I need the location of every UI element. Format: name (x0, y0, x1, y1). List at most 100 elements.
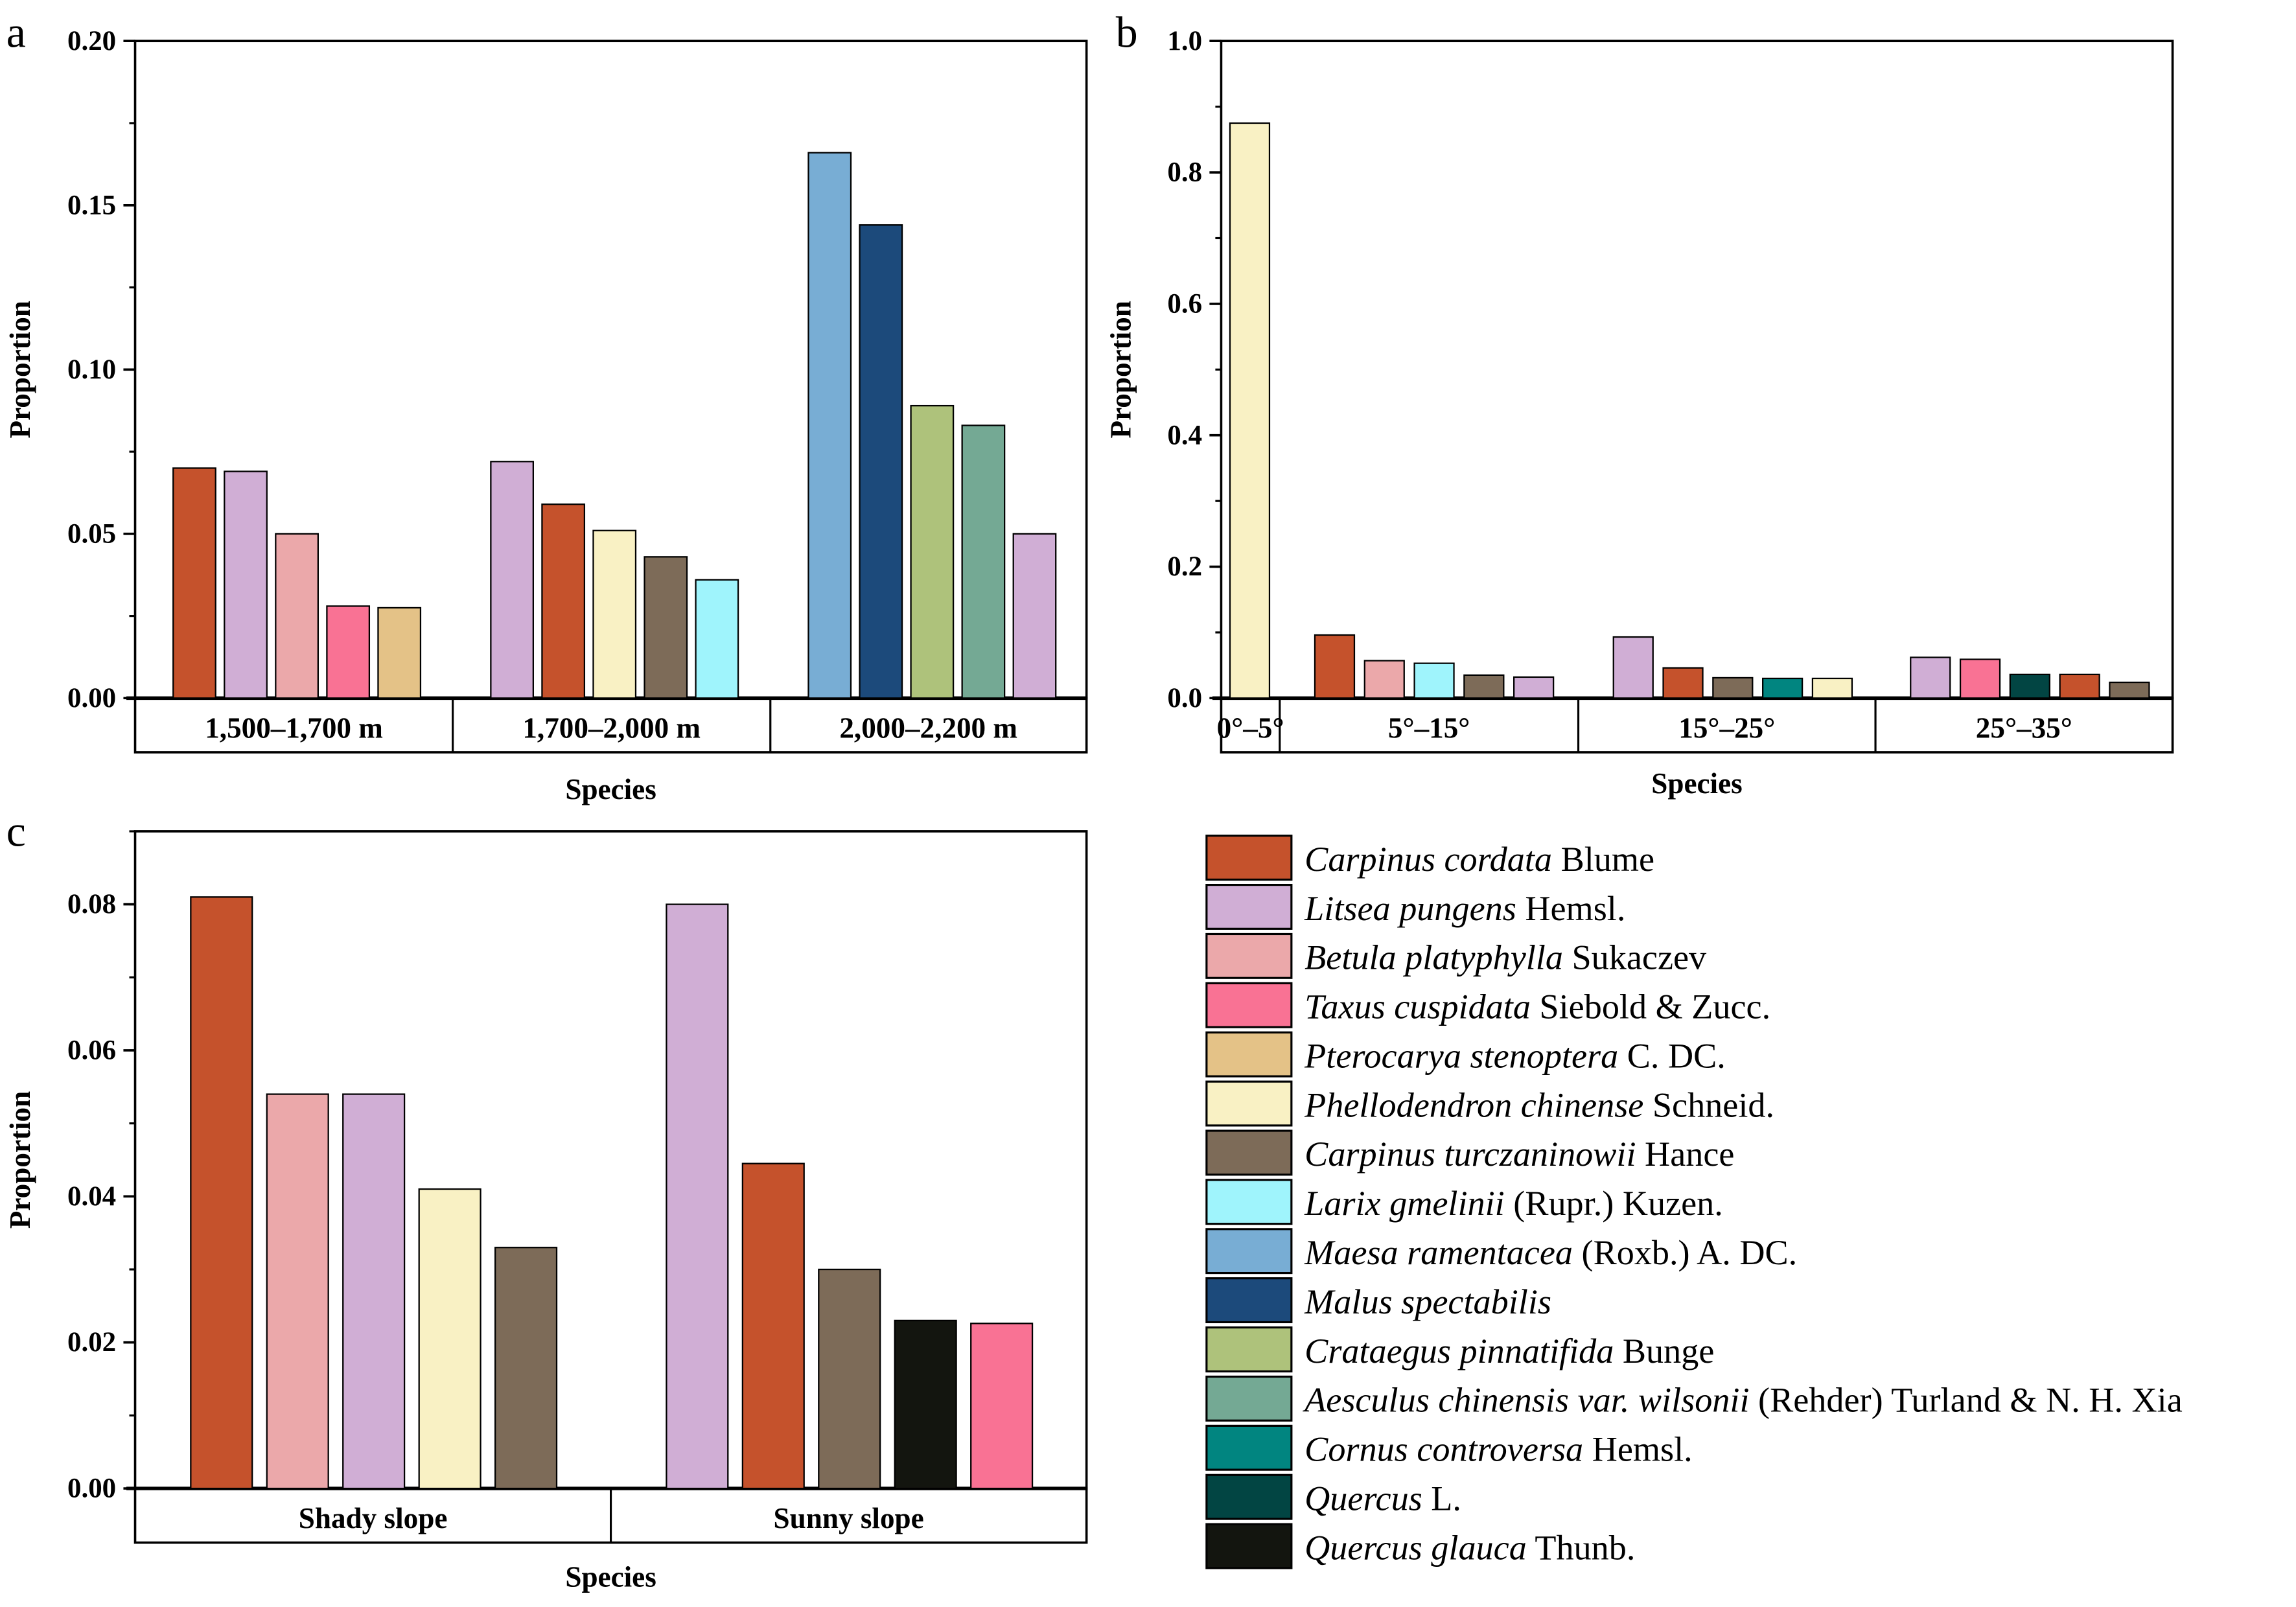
legend-author: Hemsl. (1516, 889, 1626, 928)
legend-author: Blume (1552, 840, 1654, 879)
bar (741, 1162, 805, 1490)
legend-label: Litsea pungens Hemsl. (1304, 889, 1625, 928)
y-tick-label: 0.10 (67, 354, 116, 385)
legend-label: Cornus controversa Hemsl. (1305, 1430, 1693, 1469)
bar (342, 1093, 406, 1490)
legend-label: Carpinus turczaninowii Hance (1305, 1135, 1734, 1173)
y-tick-label: 0.00 (67, 683, 116, 713)
legend-species-name: Carpinus cordata (1305, 840, 1552, 879)
plot-frame (1220, 40, 2174, 700)
y-axis-title: Proportion (1104, 301, 1137, 438)
y-tick-label: 0.15 (67, 190, 116, 220)
bar (490, 461, 534, 699)
bar (1662, 667, 1704, 699)
legend-species-name: Aesculus chinensis var. wilsonii (1303, 1381, 1749, 1420)
category-label: 5°–15° (1388, 711, 1470, 744)
bar (494, 1247, 558, 1490)
legend-swatch (1205, 982, 1293, 1028)
y-tick-label: 0.8 (1167, 157, 1202, 188)
bar (2009, 673, 2050, 699)
panel-c-chart: c 0.00 0.02 0.04 0.06 0.08 Proportion Species Sh… (4, 807, 1088, 1593)
category-label: Sunny slope (774, 1502, 924, 1534)
bar (644, 556, 688, 699)
legend-species-name: Taxus cuspidata (1305, 988, 1531, 1026)
legend-swatch (1205, 883, 1293, 930)
y-axis-title: Proportion (4, 1091, 36, 1229)
legend-swatch (1205, 1179, 1293, 1225)
y-tick-label: 0.06 (67, 1035, 116, 1066)
legend-author: (Rehder) Turland & N. H. Xia (1750, 1381, 2183, 1420)
y-tick-label: 0.20 (67, 26, 116, 56)
y-tick-label: 1.0 (1167, 26, 1202, 56)
bar (961, 424, 1006, 699)
panel-letter: a (6, 8, 26, 56)
legend-species-name: Malus spectabilis (1304, 1282, 1551, 1321)
legend-label: Betula platyphylla Sukaczev (1305, 938, 1707, 977)
bar (1612, 636, 1654, 699)
bar (1513, 676, 1555, 699)
y-axis-title: Proportion (4, 301, 36, 438)
legend-label: Taxus cuspidata Siebold & Zucc. (1305, 988, 1770, 1026)
bar (970, 1323, 1034, 1490)
bar (377, 607, 422, 699)
y-tick-label: 0.04 (67, 1181, 116, 1212)
y-tick-label: 0.05 (67, 518, 116, 549)
panel-b-chart: b 0.0 0.2 0.4 0.6 0.8 1.0 Proportion Species 0°–5… (1104, 8, 2174, 800)
y-tick-label: 0.4 (1167, 420, 1202, 450)
legend-species-name: Maesa ramentacea (1304, 1233, 1573, 1272)
legend-species-name: Pterocarya stenoptera (1304, 1036, 1618, 1075)
legend-swatch (1205, 1080, 1293, 1127)
bar (2109, 681, 2150, 699)
bar (1811, 677, 1853, 699)
species-legend: Carpinus cordata Blume Litsea pungens Hem… (1205, 835, 2183, 1569)
bar (224, 470, 268, 699)
legend-author: Schneid. (1643, 1085, 1774, 1124)
legend-species-name: Larix gmelinii (1304, 1184, 1505, 1223)
bar (1012, 533, 1057, 699)
bar (1959, 658, 2001, 699)
bar (1463, 674, 1505, 699)
bar (1229, 122, 1271, 699)
y-tick-label: 0.00 (67, 1474, 116, 1504)
legend-author: Bunge (1614, 1332, 1714, 1370)
legend-species-name: Quercus glauca (1305, 1528, 1527, 1567)
category-label: 1,500–1,700 m (205, 711, 383, 744)
legend-swatch (1205, 1424, 1293, 1471)
legend-swatch (1205, 835, 1293, 881)
legend-author: Siebold & Zucc. (1531, 988, 1770, 1026)
legend-label: Crataegus pinnatifida Bunge (1305, 1332, 1714, 1370)
legend-label: Malus spectabilis (1304, 1282, 1551, 1321)
panel-letter: c (6, 807, 26, 856)
bar (695, 579, 739, 699)
legend-swatch (1205, 1326, 1293, 1372)
legend-author: Thunb. (1527, 1528, 1636, 1567)
panel-a-chart: a 0.00 0.05 0.10 0.15 0.20 Proportion Species 1,… (4, 8, 1088, 805)
bar (172, 467, 216, 699)
legend-species-name: Crataegus pinnatifida (1305, 1332, 1614, 1370)
legend-author: Sukaczev (1563, 938, 1707, 977)
x-axis-title: Species (1651, 767, 1742, 800)
legend-label: Larix gmelinii (Rupr.) Kuzen. (1304, 1184, 1723, 1223)
bar (592, 529, 637, 699)
category-label: 1,700–2,000 m (522, 711, 701, 744)
bar (266, 1093, 329, 1490)
legend-author: C. DC. (1618, 1036, 1726, 1075)
legend-author: (Rupr.) Kuzen. (1505, 1184, 1723, 1223)
legend-author: L. (1422, 1479, 1461, 1518)
category-label: 15°–25° (1678, 711, 1775, 744)
legend-swatch (1205, 932, 1293, 979)
legend-species-name: Phellodendron chinense (1304, 1085, 1643, 1124)
legend-author: (Roxb.) A. DC. (1573, 1233, 1797, 1272)
bar (2059, 673, 2100, 699)
bar (1314, 634, 1356, 699)
category-label: Shady slope (299, 1502, 448, 1534)
bar (910, 404, 955, 699)
panel-letter: b (1116, 8, 1138, 56)
bar (666, 903, 729, 1490)
legend-species-name: Betula platyphylla (1305, 938, 1563, 977)
bar (190, 896, 253, 1490)
legend-species-name: Carpinus turczaninowii (1305, 1135, 1636, 1173)
legend-author: Hance (1636, 1135, 1735, 1173)
y-tick-label: 0.6 (1167, 288, 1202, 319)
bar (1712, 676, 1754, 699)
